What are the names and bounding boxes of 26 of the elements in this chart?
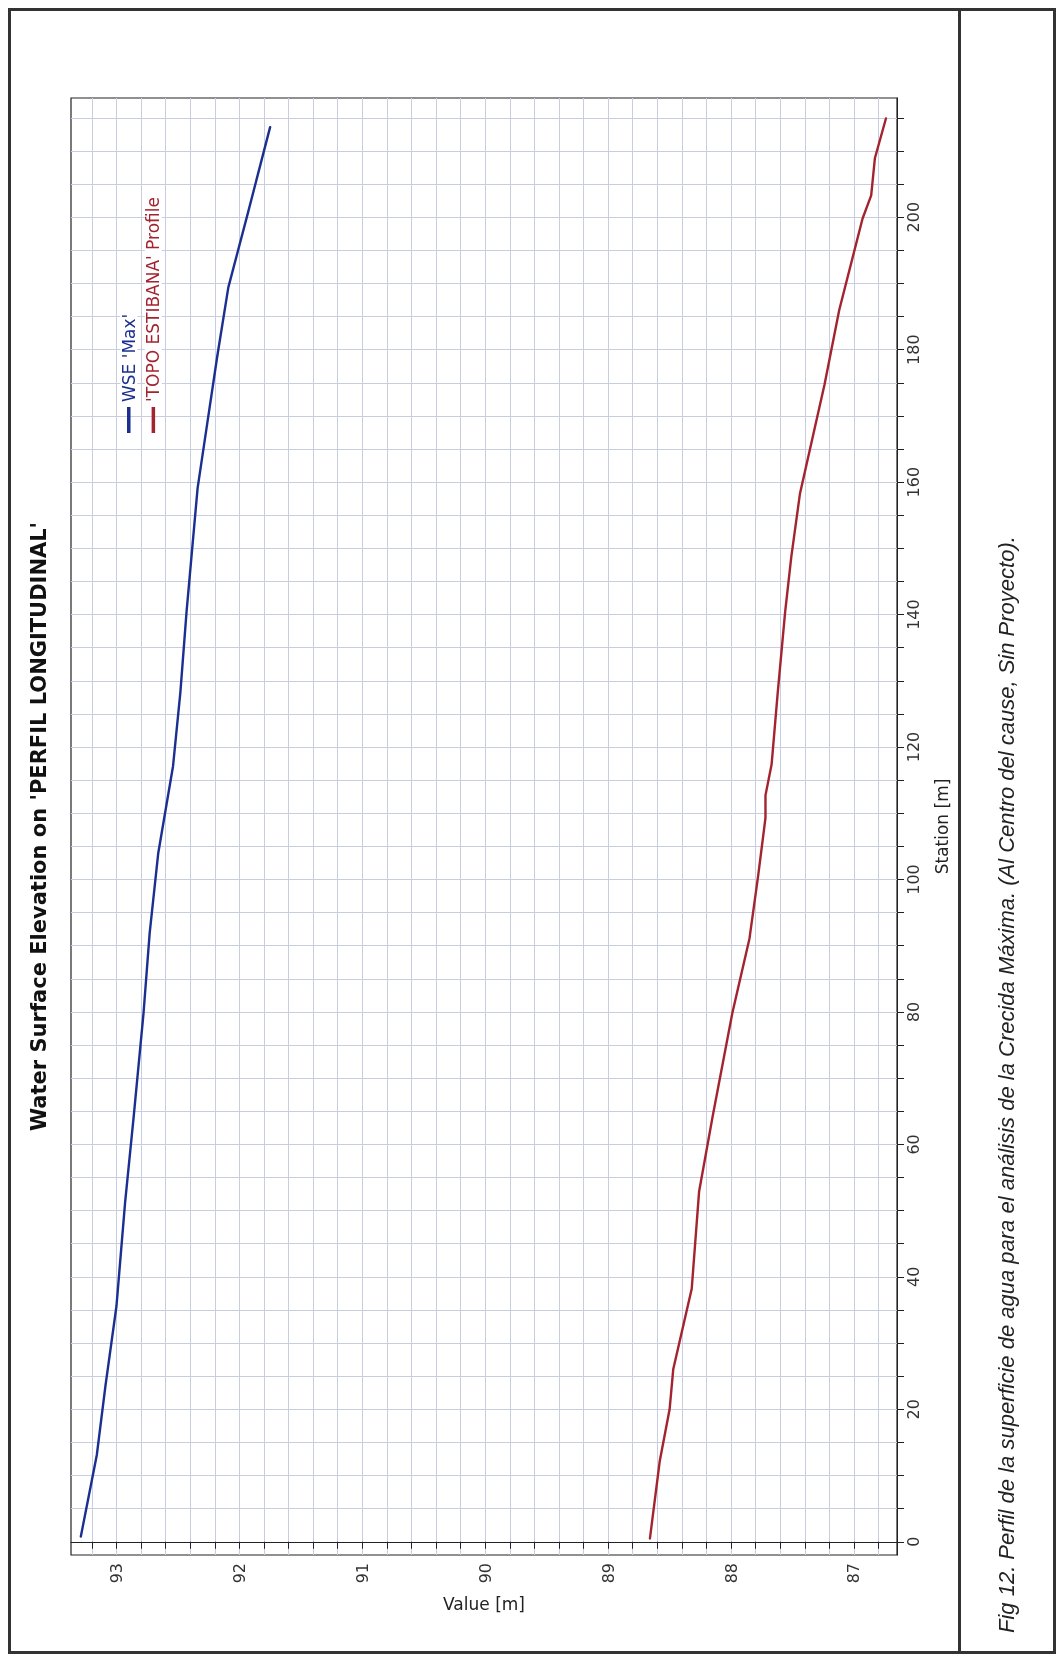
text: 'TOPO ESTIBANA' Profile <box>143 197 164 402</box>
y-tick-label: 60 <box>903 1134 923 1155</box>
y-tick-label: 40 <box>903 1266 923 1288</box>
line-series <box>79 125 272 1538</box>
y-tick-label: 160 <box>903 466 923 498</box>
caption: Fig 12. Perfil de la superficie de agua para el análisis de la Crecida Máxima. (Al Centro del cause, Sin Proyecto). <box>994 536 1021 1633</box>
y-tick-label: 80 <box>903 1001 923 1023</box>
x-tick-label: 91 <box>352 1563 372 1584</box>
x-tick-label: 88 <box>721 1563 741 1584</box>
y-tick-label: 0 <box>903 1536 923 1547</box>
x-axis-title: Value [m] <box>443 1593 525 1614</box>
y-tick-label: 120 <box>903 731 923 763</box>
y-tick-label: 180 <box>903 334 923 365</box>
y-axis-title: Station [m] <box>931 778 952 875</box>
x-tick-label: 92 <box>229 1563 249 1584</box>
text: Water Surface Elevation on 'PERFIL LONGITUDINAL' <box>27 521 51 1132</box>
text: WSE 'Max' <box>118 313 139 402</box>
y-tick-label: 20 <box>903 1399 923 1420</box>
x-tick-label: 93 <box>106 1563 126 1584</box>
x-tick-label: 87 <box>844 1563 864 1584</box>
x-tick-label: 89 <box>598 1563 618 1584</box>
y-tick-label: 200 <box>903 201 923 233</box>
y-tick-label: 140 <box>903 599 923 630</box>
line-series <box>648 117 888 1540</box>
y-tick-label: 100 <box>903 864 923 895</box>
x-tick-label: 90 <box>475 1563 495 1584</box>
